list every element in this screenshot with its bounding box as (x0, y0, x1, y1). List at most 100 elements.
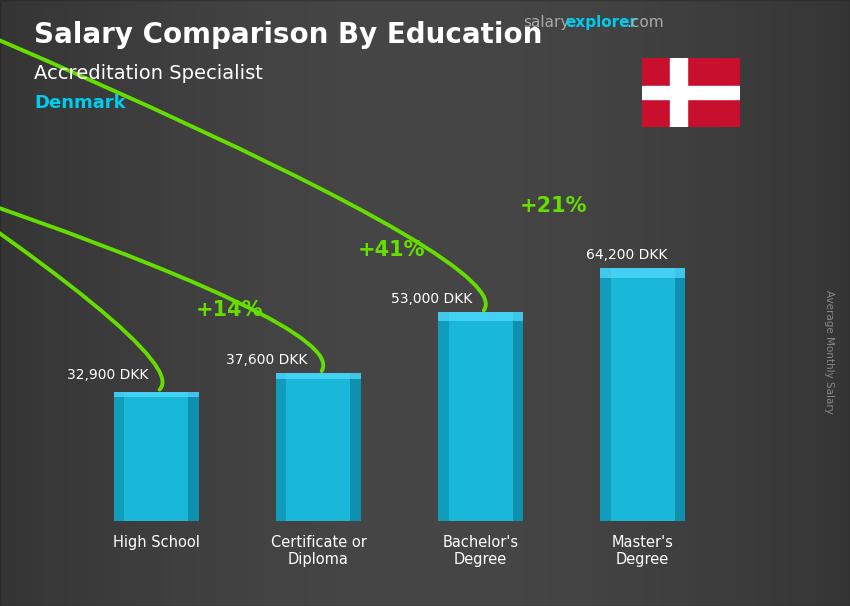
Bar (163, 0, 172, 606)
Bar (335, 0, 343, 606)
Text: +21%: +21% (519, 196, 587, 216)
Bar (224, 0, 232, 606)
Bar (129, 0, 138, 606)
Bar (60, 0, 69, 606)
Bar (111, 0, 120, 606)
Bar (790, 0, 798, 606)
Bar (626, 0, 635, 606)
Bar (276, 373, 360, 521)
Bar (43, 0, 52, 606)
Bar (473, 0, 481, 606)
Bar (395, 0, 404, 606)
Bar (69, 0, 77, 606)
Bar (524, 0, 532, 606)
Bar (609, 0, 618, 606)
Bar (412, 0, 421, 606)
Bar (114, 391, 124, 521)
Bar (232, 0, 241, 606)
Bar (155, 0, 163, 606)
Bar (773, 0, 781, 606)
Bar (721, 0, 729, 606)
Bar (276, 373, 360, 379)
Bar (678, 0, 687, 606)
Bar (446, 0, 455, 606)
Bar (670, 0, 678, 606)
Text: .com: .com (626, 15, 664, 30)
Bar (481, 0, 490, 606)
Bar (309, 0, 318, 606)
Bar (541, 0, 549, 606)
Bar (369, 0, 377, 606)
Bar (197, 0, 206, 606)
Bar (515, 0, 524, 606)
Bar (739, 0, 747, 606)
Text: +41%: +41% (358, 240, 425, 260)
Bar (275, 0, 283, 606)
Bar (600, 268, 685, 278)
Bar (687, 0, 695, 606)
Bar (52, 0, 60, 606)
Bar (704, 0, 712, 606)
Bar (180, 0, 189, 606)
Bar (695, 0, 704, 606)
Bar (387, 0, 395, 606)
Bar (507, 0, 515, 606)
Bar (103, 0, 111, 606)
Bar (352, 0, 360, 606)
Bar (120, 0, 128, 606)
Bar (824, 0, 833, 606)
Bar (189, 0, 197, 606)
Bar (592, 0, 601, 606)
Bar (114, 391, 199, 521)
Text: Accreditation Specialist: Accreditation Specialist (34, 64, 263, 82)
Bar (661, 0, 670, 606)
Bar (567, 0, 575, 606)
Bar (258, 0, 266, 606)
Bar (404, 0, 412, 606)
Bar (276, 373, 286, 521)
Text: 32,900 DKK: 32,900 DKK (67, 368, 149, 382)
Bar (266, 0, 275, 606)
Bar (747, 0, 756, 606)
Bar (513, 313, 523, 521)
Bar (756, 0, 764, 606)
Text: Average Monthly Salary: Average Monthly Salary (824, 290, 834, 413)
Bar (77, 0, 86, 606)
Bar (439, 312, 523, 321)
Bar (455, 0, 463, 606)
Text: salary: salary (523, 15, 570, 30)
Bar (17, 0, 26, 606)
Bar (781, 0, 790, 606)
Bar (249, 0, 258, 606)
Bar (94, 0, 103, 606)
Text: Salary Comparison By Education: Salary Comparison By Education (34, 21, 542, 49)
Bar (326, 0, 335, 606)
Bar (642, 86, 740, 99)
Bar (206, 0, 214, 606)
Text: 37,600 DKK: 37,600 DKK (226, 353, 307, 367)
Bar (675, 268, 685, 521)
Text: 64,200 DKK: 64,200 DKK (586, 248, 667, 262)
Bar (549, 0, 558, 606)
Bar (0, 0, 8, 606)
Bar (138, 0, 146, 606)
Bar (644, 0, 653, 606)
Bar (439, 313, 523, 521)
Bar (670, 58, 687, 127)
Text: Denmark: Denmark (34, 94, 126, 112)
Bar (301, 0, 309, 606)
Bar (730, 0, 739, 606)
Bar (86, 0, 94, 606)
Bar (172, 0, 180, 606)
Text: +14%: +14% (196, 301, 263, 321)
Bar (618, 0, 626, 606)
Bar (601, 0, 609, 606)
Bar (498, 0, 507, 606)
Bar (360, 0, 369, 606)
Bar (189, 391, 199, 521)
Bar (318, 0, 326, 606)
Bar (532, 0, 541, 606)
Bar (600, 268, 610, 521)
Bar (575, 0, 584, 606)
Bar (215, 0, 224, 606)
